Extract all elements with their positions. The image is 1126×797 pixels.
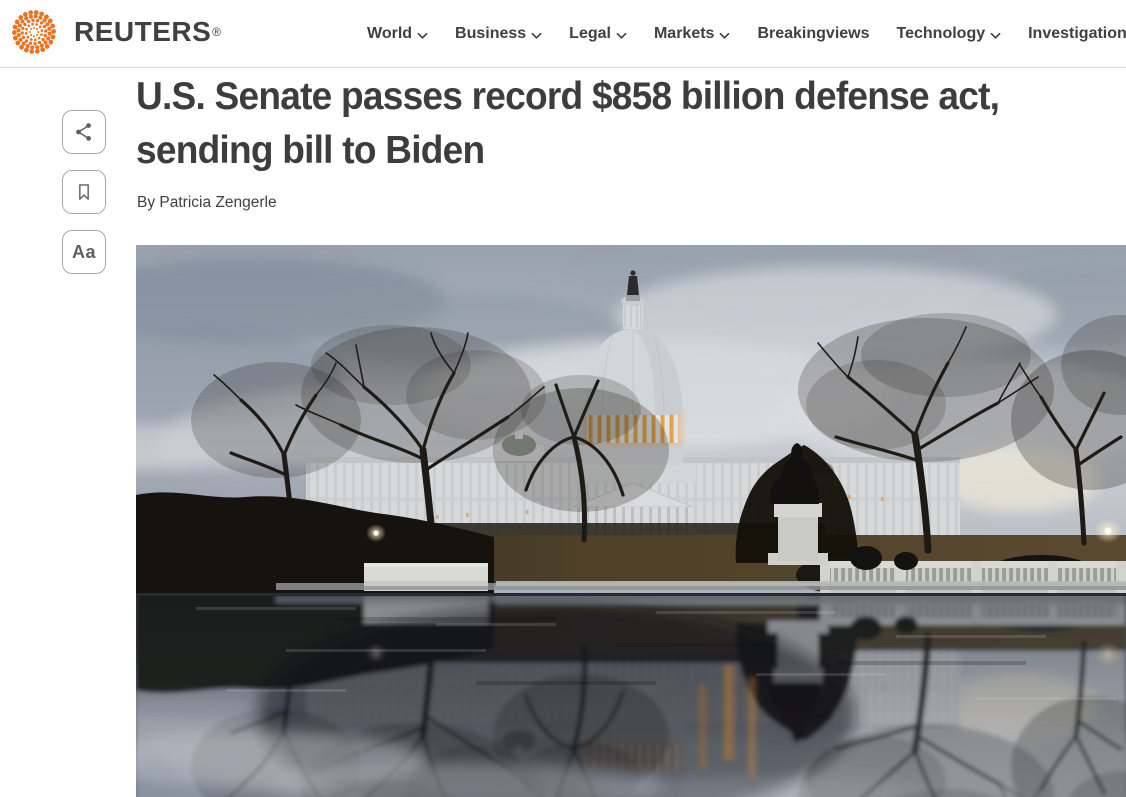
main-nav: World Business Legal Markets Breakingvie… bbox=[367, 0, 1126, 68]
bookmark-icon bbox=[79, 184, 89, 200]
chevron-down-icon bbox=[990, 32, 1001, 39]
nav-item-legal[interactable]: Legal bbox=[569, 25, 627, 43]
chevron-down-icon bbox=[616, 32, 627, 39]
article-lead-photo bbox=[136, 245, 1126, 797]
text-size-button[interactable]: Aa bbox=[62, 230, 106, 274]
chevron-down-icon bbox=[720, 32, 730, 39]
reuters-logo-icon bbox=[12, 10, 56, 54]
chevron-down-icon bbox=[531, 32, 542, 39]
bookmark-button[interactable] bbox=[62, 170, 106, 214]
nav-item-world[interactable]: World bbox=[367, 25, 428, 43]
nav-item-breakingviews[interactable]: Breakingviews bbox=[757, 25, 870, 42]
article-tool-rail: Aa bbox=[62, 110, 106, 274]
registered-mark: ® bbox=[212, 25, 222, 39]
grant-memorial-statue bbox=[768, 443, 828, 565]
site-header: REUTERS ® World Business Legal Markets B… bbox=[0, 0, 1126, 68]
share-icon bbox=[76, 123, 91, 141]
chevron-down-icon bbox=[417, 32, 428, 39]
reflecting-pool bbox=[136, 593, 1126, 797]
reuters-logo[interactable]: REUTERS ® bbox=[10, 8, 221, 56]
tree-canopies bbox=[191, 313, 1126, 512]
reuters-wordmark: REUTERS bbox=[74, 16, 212, 47]
nav-item-markets[interactable]: Markets bbox=[654, 25, 730, 43]
article-byline: By Patricia Zengerle bbox=[137, 194, 277, 211]
share-button[interactable] bbox=[62, 110, 106, 154]
article-headline: U.S. Senate passes record $858 billion d… bbox=[136, 75, 1000, 172]
text-size-label: Aa bbox=[71, 241, 96, 262]
capitol-photo-illustration bbox=[136, 245, 1126, 797]
nav-item-investigations[interactable]: Investigations bbox=[1028, 25, 1126, 42]
nav-item-technology[interactable]: Technology bbox=[897, 25, 1002, 43]
nav-item-business[interactable]: Business bbox=[455, 25, 542, 43]
